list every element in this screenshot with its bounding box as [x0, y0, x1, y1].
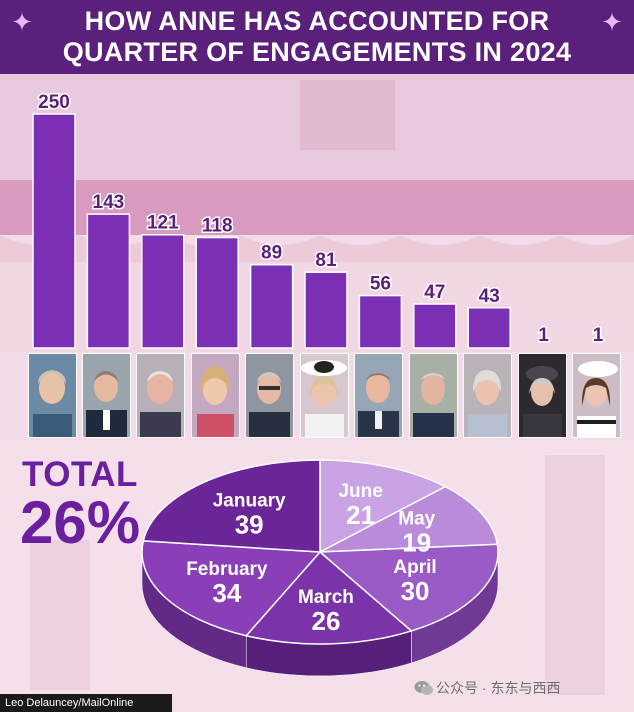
bar-chart: 250 143 121 118 89 81 56 47 43 1 1	[32, 91, 605, 349]
pie-slice	[319, 459, 447, 554]
pie-value-label: 34	[212, 578, 241, 608]
pie-value-label: 26	[311, 606, 340, 636]
bar	[195, 236, 239, 349]
bar	[32, 113, 76, 349]
bar	[467, 307, 511, 349]
pie-category-label: April	[393, 557, 436, 578]
pie-value-label: 21	[346, 500, 375, 530]
bar-value-label: 121	[147, 213, 179, 234]
pie-slice	[141, 540, 322, 637]
bar-value-label: 43	[479, 286, 500, 307]
wechat-icon	[414, 681, 433, 695]
bar-value-label: 1	[538, 325, 549, 346]
portrait-photo	[354, 353, 403, 438]
portrait-photo	[518, 353, 567, 438]
bar	[358, 294, 403, 349]
pie-value-label: 30	[401, 576, 430, 606]
portrait-photo	[409, 353, 458, 438]
pie-value-label: 19	[402, 528, 431, 558]
portrait-photo	[463, 353, 512, 438]
pie-category-label: June	[338, 481, 382, 502]
title-banner: ✦ ✦ HOW ANNE HAS ACCOUNTED FOR QUARTER O…	[0, 0, 634, 74]
bar	[304, 271, 348, 349]
bar-value-label: 1	[593, 325, 604, 346]
pie-slice	[142, 459, 321, 553]
bar-value-label: 81	[315, 250, 337, 271]
pie-category-label: January	[213, 491, 286, 512]
chart-title-line1: HOW ANNE HAS ACCOUNTED FOR	[84, 6, 550, 36]
pie-value-label: 39	[235, 510, 264, 540]
ornament-icon: ✦	[601, 7, 623, 37]
pie-category-label: May	[398, 509, 435, 530]
portrait-photo	[300, 353, 349, 438]
ornament-icon: ✦	[11, 7, 33, 37]
portrait-photo	[28, 353, 77, 438]
bar	[86, 213, 131, 349]
bar-value-label: 89	[261, 243, 282, 264]
watermark: 公众号 · 东东与西西	[436, 680, 561, 696]
total-value: 26%	[20, 489, 141, 556]
bar-value-label: 56	[370, 274, 391, 295]
pie-slice	[244, 550, 413, 645]
pie-category-label: March	[298, 587, 354, 608]
portrait-photo	[191, 353, 240, 438]
bar	[249, 263, 294, 349]
chart-title-line2: QUARTER OF ENGAGEMENTS IN 2024	[62, 37, 572, 67]
portrait-photo	[572, 353, 621, 438]
pie-category-label: February	[186, 559, 268, 580]
pie-slice	[318, 543, 499, 632]
bar	[413, 303, 457, 349]
bar-value-label: 118	[202, 216, 233, 237]
portrait-photo	[82, 353, 131, 438]
portrait-photo	[136, 353, 185, 438]
portrait-photo	[245, 353, 294, 438]
bar-value-label: 47	[424, 282, 445, 303]
bar-value-label: 143	[93, 192, 125, 213]
pie-slice	[319, 485, 499, 553]
bar-value-label: 250	[38, 92, 70, 113]
total-label: TOTAL	[22, 455, 138, 494]
photo-credit: Leo Delauncey/MailOnline	[0, 694, 172, 712]
bar	[141, 233, 185, 349]
